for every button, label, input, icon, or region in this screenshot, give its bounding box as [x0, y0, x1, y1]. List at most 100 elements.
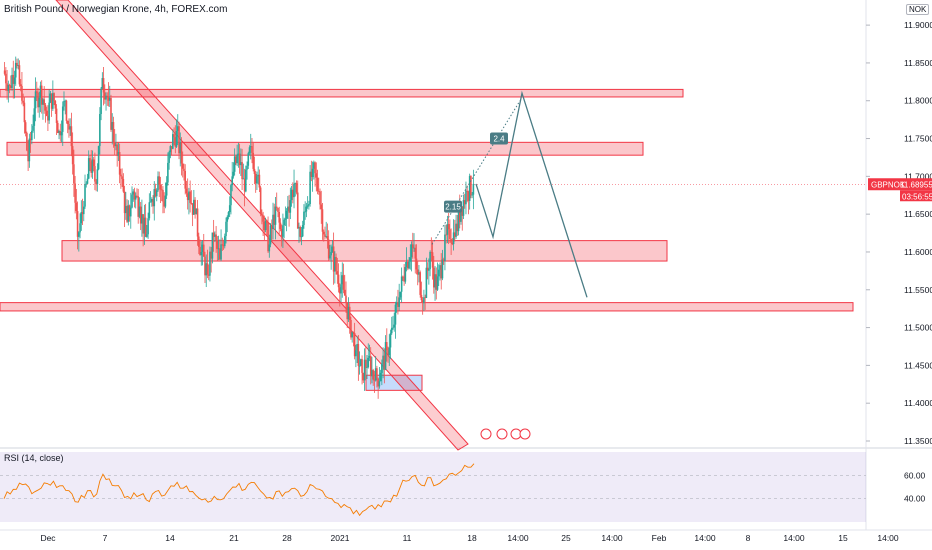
candle [321, 202, 324, 240]
candle [288, 194, 290, 227]
candle-body [219, 248, 221, 260]
candle-body [122, 178, 125, 192]
candle [398, 283, 400, 311]
candle-body [279, 222, 282, 229]
candle-body [274, 206, 277, 225]
candle [275, 192, 278, 211]
projection-label-box [490, 132, 508, 145]
x-tick-label: 14:00 [877, 533, 899, 543]
candle-body [429, 251, 431, 270]
candle-body [198, 236, 200, 247]
candle [209, 246, 211, 282]
candle [186, 178, 189, 210]
price-tag-value: 11.68955 [900, 180, 932, 189]
candle [283, 217, 285, 239]
candle [393, 312, 396, 332]
candle [425, 257, 428, 299]
projection-label: 2.15 [445, 203, 461, 212]
candle-body [108, 98, 111, 101]
candle-body [34, 91, 37, 109]
candle-body [152, 199, 154, 207]
candle-body [404, 267, 407, 282]
candle-body [35, 91, 38, 93]
candle-body [105, 95, 107, 100]
candle [447, 212, 450, 245]
candle [472, 169, 475, 210]
candle [100, 87, 102, 121]
candle [456, 215, 459, 236]
candle-body [243, 178, 246, 192]
candle-body [134, 195, 137, 200]
candle-body [390, 327, 393, 334]
candle [313, 160, 315, 180]
candle-body [115, 144, 117, 147]
candle [434, 266, 436, 301]
y-tick-label: 11.90000 [904, 20, 932, 30]
candle [295, 180, 298, 195]
candle-body [304, 211, 306, 213]
candle [40, 80, 43, 114]
candle [468, 173, 471, 210]
candle-body [263, 221, 266, 231]
candle [397, 289, 399, 315]
candle [69, 118, 71, 136]
candle-body [418, 272, 420, 275]
candle [419, 270, 421, 298]
candle [108, 85, 111, 107]
candle-body [215, 234, 217, 241]
candle-body [392, 327, 394, 329]
candle [243, 168, 246, 207]
projection-label-box [444, 200, 462, 213]
candle [319, 188, 321, 210]
candle-body [89, 158, 91, 162]
candle-body [168, 152, 170, 163]
candle-body [308, 204, 310, 206]
candle-body [78, 232, 80, 237]
event-marker-icon [519, 428, 531, 440]
candle-body [117, 152, 120, 156]
candle [300, 226, 303, 246]
y-tick-label: 11.50000 [904, 323, 932, 333]
candle [153, 181, 156, 221]
candle-body [47, 115, 49, 121]
candle-body [314, 162, 316, 174]
candle [32, 114, 34, 133]
candle [193, 189, 195, 215]
currency-badge[interactable]: NOK [906, 4, 930, 15]
candle-body [217, 248, 220, 250]
candle-body [158, 176, 161, 185]
candle-body [139, 206, 142, 224]
candle [60, 120, 63, 143]
candle-body [148, 202, 151, 219]
candle [277, 207, 279, 218]
candle [404, 261, 407, 284]
candle-body [157, 176, 159, 191]
candle-body [136, 195, 138, 197]
candle [226, 215, 229, 233]
candle [206, 249, 209, 279]
candle [402, 275, 404, 281]
candle [64, 99, 67, 115]
candle [414, 244, 417, 274]
candle [205, 254, 208, 288]
candle-body [446, 224, 449, 235]
candle-body [352, 331, 355, 333]
candle [137, 188, 139, 224]
candle [353, 322, 356, 360]
candle [79, 213, 81, 239]
candle-body [415, 258, 418, 270]
candle [386, 328, 388, 362]
y-tick-label: 11.85000 [904, 58, 932, 68]
candle [374, 356, 377, 382]
candle-body [292, 189, 294, 198]
candle-body [85, 183, 88, 185]
candle [14, 56, 17, 86]
candle-body [42, 99, 44, 105]
candle [24, 120, 27, 137]
candle [355, 344, 357, 368]
candle [352, 331, 355, 347]
candle [78, 231, 80, 252]
candle [85, 181, 88, 188]
